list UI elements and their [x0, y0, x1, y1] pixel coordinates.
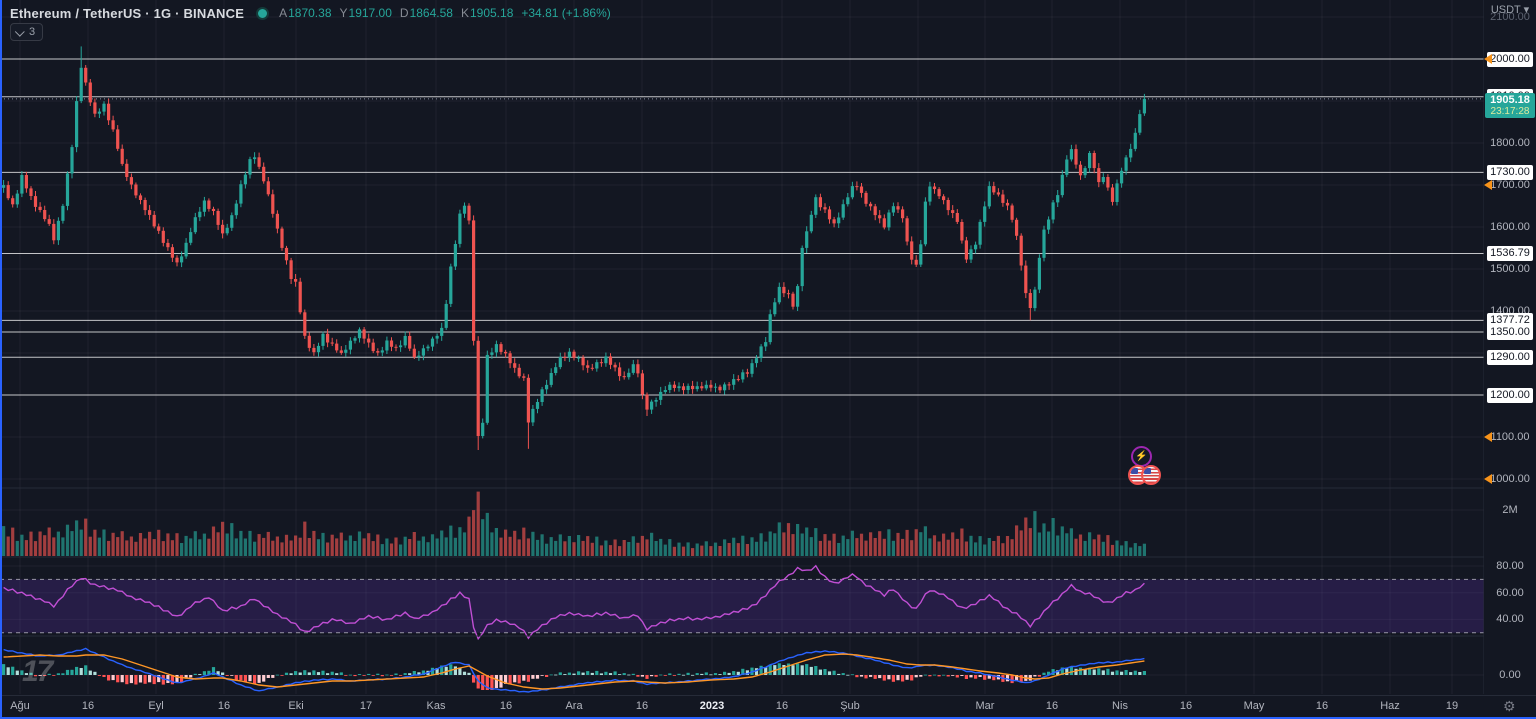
close-label: K — [460, 6, 469, 20]
chevron-down-icon — [14, 26, 25, 37]
volume-bars — [2, 491, 1146, 557]
time-tick-label: Nis — [1112, 700, 1128, 712]
change-value: +34.81 (+1.86%) — [521, 6, 611, 20]
lightning-icon: ⚡ — [1135, 451, 1148, 462]
time-tick-label: 16 — [1179, 700, 1193, 712]
tradingview-watermark: 17 — [22, 655, 53, 688]
us-flag-event-marker[interactable] — [1128, 465, 1161, 485]
time-axis[interactable]: ⚙ Ağu 16 Eyl 16 Eki 17 Kas 16 Ara 16 2023 16 Şub Mar 1… — [0, 695, 1536, 718]
time-tick-label: 16 — [499, 700, 513, 712]
rsi-scale-label: 80.00 — [1496, 560, 1524, 572]
alert-arrow-icon[interactable] — [1484, 432, 1492, 442]
time-tick-label: Haz — [1380, 700, 1400, 712]
current-price-value: 1905.18 — [1490, 93, 1530, 106]
time-tick-label: Eki — [288, 700, 304, 712]
time-tick-label: May — [1243, 700, 1265, 712]
level-price-tag: 1350.00 — [1487, 324, 1533, 340]
high-label: Y — [339, 6, 348, 20]
time-tick-label: 16 — [775, 700, 789, 712]
level-price-tag: 1536.79 — [1487, 246, 1533, 262]
level-price-tag: 1377.72 — [1487, 312, 1533, 328]
lightning-event-marker[interactable]: ⚡ — [1131, 446, 1152, 467]
price-axis-label: 1700.00 — [1490, 179, 1530, 191]
time-tick-label: Eyl — [148, 700, 164, 712]
symbol-title[interactable]: Ethereum / TetherUS · 1G · BINANCE — [10, 5, 245, 21]
gear-icon[interactable]: ⚙ — [1503, 698, 1516, 714]
macd-plot — [2, 647, 1146, 693]
time-tick-label: Şub — [840, 700, 860, 712]
time-tick-label: Mar — [975, 700, 995, 712]
level-price-tag: 1200.00 — [1487, 387, 1533, 403]
symbol-header: Ethereum / TetherUS · 1G · BINANCE A1870… — [10, 4, 611, 22]
price-axis-label: 2100.00 — [1490, 11, 1530, 23]
collapse-indicators-button[interactable]: 3 — [10, 23, 44, 41]
price-axis-label: 1000.00 — [1490, 473, 1530, 485]
high-value: 1917.00 — [348, 6, 392, 20]
time-tick-label: 19 — [1445, 700, 1459, 712]
currency-label: USDT — [1490, 4, 1521, 16]
price-axis-label: 1500.00 — [1490, 263, 1530, 275]
active-chart-border-left — [0, 0, 2, 717]
active-chart-border-bottom — [0, 717, 1536, 719]
low-label: D — [399, 6, 409, 20]
volume-scale-label: 2M — [1502, 504, 1518, 516]
alert-arrow-icon[interactable] — [1484, 474, 1492, 484]
rsi-band — [0, 578, 1484, 634]
rsi-scale-label: 40.00 — [1496, 613, 1524, 626]
time-tick-label: Kas — [426, 700, 446, 712]
price-axis[interactable]: USDT ▾ 1905.18 23:17:28 2100.00 1800.00 16… — [1484, 0, 1536, 695]
level-price-tag: 1730.00 — [1487, 164, 1533, 180]
open-label: A — [279, 6, 288, 20]
low-value: 1864.58 — [409, 6, 453, 20]
alert-arrow-icon[interactable] — [1484, 54, 1492, 64]
time-tick-label: Ara — [565, 700, 583, 712]
bar-countdown: 23:17:28 — [1490, 105, 1530, 117]
time-tick-label: 16 — [217, 700, 231, 712]
open-value: 1870.38 — [288, 6, 332, 20]
alert-arrow-icon[interactable] — [1484, 180, 1492, 190]
currency-selector[interactable]: USDT ▾ — [1490, 4, 1530, 16]
rsi-scale-label: 60.00 — [1496, 586, 1524, 599]
us-flag-icon — [1141, 465, 1161, 485]
current-price-tag: 1905.18 23:17:28 — [1485, 92, 1535, 118]
market-status-dot[interactable] — [256, 6, 270, 20]
price-axis-label: 1100.00 — [1490, 431, 1530, 443]
time-tick-label: 16 — [635, 700, 649, 712]
candlesticks — [2, 46, 1146, 450]
hidden-indicator-count: 3 — [29, 26, 36, 38]
time-tick-label: Ağu — [10, 700, 30, 712]
time-tick-label: 16 — [1315, 700, 1329, 712]
horizontal-level-lines[interactable] — [0, 58, 1484, 396]
time-tick-label: 16 — [81, 700, 95, 712]
time-tick-label: 2023 — [699, 700, 725, 712]
close-value: 1905.18 — [469, 6, 514, 20]
level-price-tag: 1290.00 — [1487, 349, 1533, 365]
rsi-line — [3, 564, 1145, 641]
price-axis-label: 1800.00 — [1490, 137, 1530, 149]
price-axis-label: 1600.00 — [1490, 221, 1530, 233]
level-price-tag: 2000.00 — [1487, 51, 1533, 67]
macd-scale-label: 0.00 — [1499, 669, 1521, 681]
ohlc-values: A1870.38 Y1917.00 D1864.58 K1905.18 +34.… — [279, 6, 611, 20]
time-tick-label: 16 — [1045, 700, 1059, 712]
time-tick-label: 17 — [359, 700, 373, 712]
grid-lines — [0, 0, 1484, 694]
